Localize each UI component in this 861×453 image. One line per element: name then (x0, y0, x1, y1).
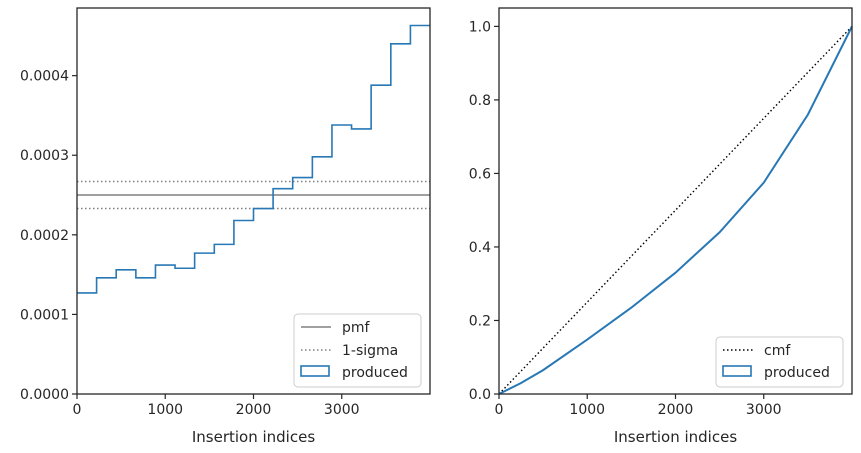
produced-step-histogram (77, 24, 430, 294)
pmf-x-tick-label: 2000 (236, 402, 272, 418)
cmf-x-axis-label: Insertion indices (614, 428, 737, 446)
pmf-y-tick-label: 0.0002 (20, 228, 69, 244)
cmf-legend-cmf-label: cmf (764, 343, 791, 359)
cmf-x-tick-label: 1000 (569, 402, 605, 418)
pmf-legend-sigma-label: 1-sigma (342, 343, 398, 359)
pmf-y-tick-label: 0.0004 (20, 69, 69, 85)
pmf-chart-panel: 0 1000 2000 3000 0.0000 0.0001 0.0002 0.0003 0.… (20, 7, 431, 446)
cmf-legend-produced-swatch (722, 365, 752, 377)
pmf-x-axis-label: Insertion indices (192, 428, 315, 446)
pmf-y-tick-label: 0.0001 (20, 307, 69, 323)
cmf-legend: cmf produced (715, 336, 844, 388)
pmf-y-tick-label: 0.0000 (20, 387, 69, 403)
cmf-x-tick-label: 0 (495, 402, 504, 418)
pmf-legend-produced-swatch (300, 365, 330, 377)
produced-cmf-curve (498, 25, 853, 395)
cmf-y-tick-label: 0.2 (469, 313, 491, 329)
pmf-x-tick-label: 3000 (324, 402, 360, 418)
pmf-legend-pmf-label: pmf (342, 320, 371, 336)
pmf-legend-box (293, 313, 422, 388)
cmf-line (498, 25, 853, 395)
pmf-x-tick-label: 0 (73, 402, 82, 418)
cmf-x-tick-label: 2000 (658, 402, 694, 418)
cmf-plot-frame (498, 7, 853, 395)
cmf-chart-panel: 0 1000 2000 3000 0.0 0.2 0.4 0.6 0.8 1.0 Inserti… (469, 7, 853, 446)
pmf-legend-produced-label: produced (342, 365, 408, 381)
pmf-y-tick-label: 0.0003 (20, 148, 69, 164)
cmf-y-tick-label: 0.0 (469, 387, 491, 403)
cmf-y-tick-label: 0.6 (469, 166, 491, 182)
cmf-y-tick-label: 0.4 (469, 240, 491, 256)
cmf-legend-produced-label: produced (764, 365, 830, 381)
cmf-y-tick-label: 0.8 (469, 93, 491, 109)
pmf-legend: pmf 1-sigma produced (293, 313, 422, 388)
pmf-x-tick-label: 1000 (147, 402, 183, 418)
cmf-x-tick-label: 3000 (746, 402, 782, 418)
cmf-y-tick-label: 1.0 (469, 19, 491, 35)
